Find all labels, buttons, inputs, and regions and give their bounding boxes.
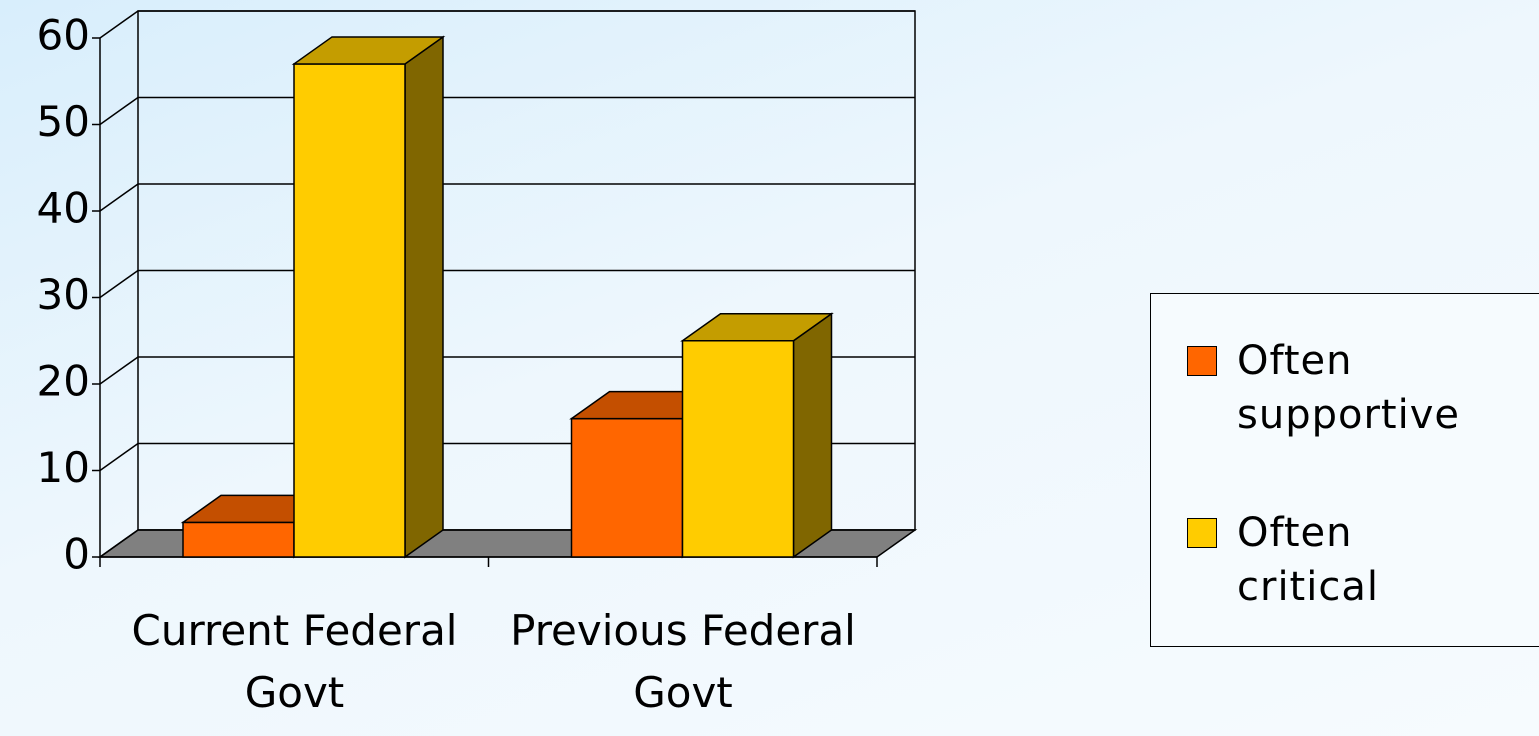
legend-swatch: [1187, 518, 1217, 548]
bar: [182, 521, 295, 558]
y-tick-label: 0: [63, 530, 90, 579]
bar-side: [404, 35, 444, 559]
y-tick-label: 20: [37, 357, 90, 406]
grid-line: [99, 269, 139, 299]
grid-line: [99, 96, 139, 126]
legend-swatch: [1187, 346, 1217, 376]
grid-line: [99, 10, 139, 39]
legend-label: Often supportive: [1237, 338, 1460, 438]
bar: [681, 340, 795, 558]
bar: [570, 417, 684, 558]
y-tick-label: 30: [37, 270, 90, 319]
x-tick-label: Previous Federal Govt: [510, 606, 856, 717]
grid-line: [99, 529, 139, 558]
grid-line: [99, 442, 139, 472]
x-tick-label: Current Federal Govt: [131, 606, 458, 717]
bar-top: [680, 313, 834, 342]
y-tick-label: 40: [37, 184, 90, 233]
legend: Often supportive Often critical: [1150, 293, 1539, 647]
bar-top: [291, 36, 446, 65]
y-tick-label: 50: [37, 97, 90, 146]
legend-label: Often critical: [1237, 510, 1379, 610]
y-tick-label: 10: [37, 443, 90, 492]
bar-side: [792, 312, 833, 559]
grid-line: [99, 356, 139, 385]
bar: [293, 63, 406, 558]
y-tick-label: 60: [37, 11, 90, 60]
grid-line: [99, 183, 139, 212]
